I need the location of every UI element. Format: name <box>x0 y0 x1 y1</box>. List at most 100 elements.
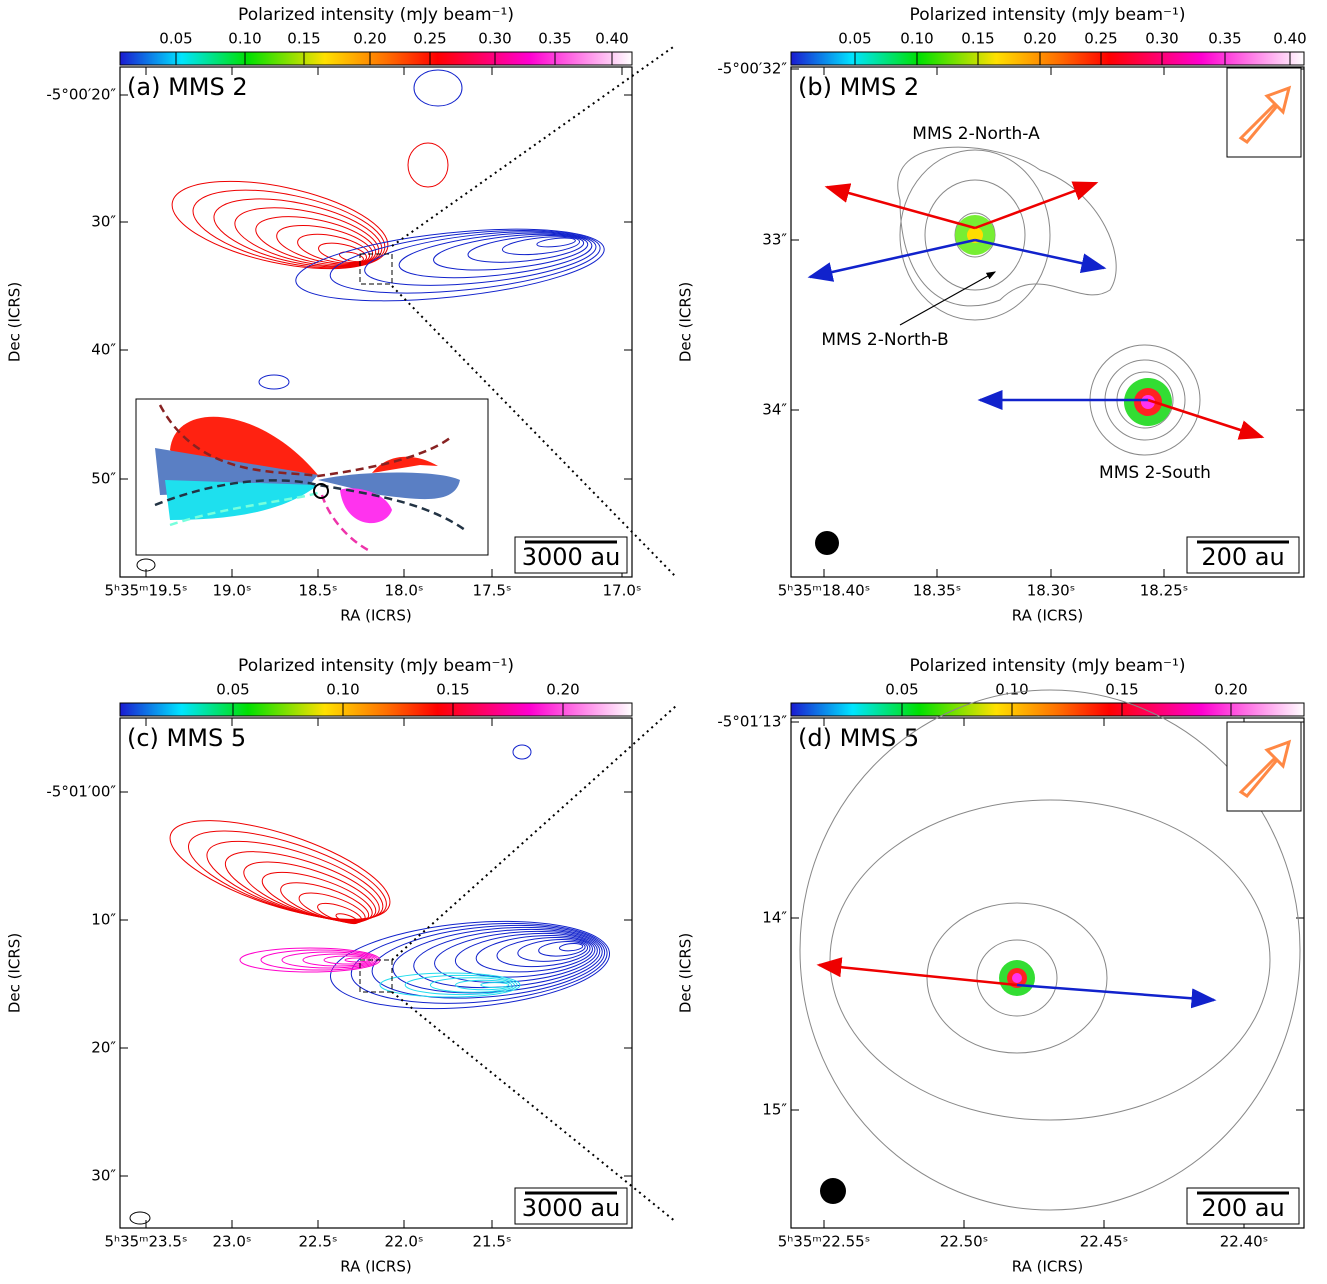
contour <box>350 922 608 1004</box>
colorbar-tick-label: 0.25 <box>1084 30 1117 48</box>
contour <box>501 236 581 256</box>
colorbar-title: Polarized intensity (mJy beam⁻¹) <box>910 656 1186 676</box>
contour <box>224 851 380 922</box>
contour <box>261 871 373 923</box>
contour <box>429 977 515 993</box>
axis-line <box>320 494 369 552</box>
x-tick-label: 22.50ˢ <box>940 1233 989 1251</box>
x-tick-label: 18.35ˢ <box>913 582 962 600</box>
x-tick-label: 5ʰ35ᵐ18.40ˢ <box>778 582 871 600</box>
annotation: MMS 2-South <box>1099 463 1211 483</box>
contour <box>433 233 589 271</box>
y-tick-label: 15″ <box>762 1101 787 1119</box>
colorbar-tick-label: 0.10 <box>900 30 933 48</box>
contour <box>364 231 597 286</box>
x-tick-label: 22.5ˢ <box>299 1233 338 1251</box>
colorbar-tick-label: 0.15 <box>287 30 320 48</box>
scale-bar-label: 200 au <box>1201 1194 1284 1222</box>
x-tick-label: 19.0ˢ <box>213 582 252 600</box>
x-axis-label: RA (ICRS) <box>340 1258 411 1276</box>
colorbar-title: Polarized intensity (mJy beam⁻¹) <box>238 5 514 25</box>
zoom-line <box>391 44 677 247</box>
contour <box>455 979 513 991</box>
colorbar-tick-label: 0.10 <box>326 681 359 699</box>
plot-frame <box>790 717 1305 1229</box>
y-tick-label: -5°01′00″ <box>46 783 116 801</box>
outflow <box>1016 983 1217 1009</box>
colorbar-tick-label: 0.20 <box>1023 30 1056 48</box>
x-tick-label: 5ʰ35ᵐ23.5ˢ <box>104 1233 187 1251</box>
annotation: MMS 2-North-B <box>821 330 948 350</box>
colorbar-tick-label: 0.05 <box>159 30 192 48</box>
contour <box>404 974 518 996</box>
colorbar-tick-label: 0.15 <box>1105 681 1138 699</box>
contour <box>258 374 290 390</box>
contour <box>297 233 371 264</box>
pol-region <box>1141 395 1155 409</box>
colorbar-tick-label: 0.10 <box>995 681 1028 699</box>
y-tick-label: 14″ <box>762 909 787 927</box>
colorbar <box>119 702 633 717</box>
y-tick-label: 30″ <box>91 213 116 231</box>
axis-line <box>169 490 321 527</box>
contour <box>538 941 586 957</box>
x-tick-label: 21.5ˢ <box>473 1233 512 1251</box>
contour <box>234 207 380 267</box>
outflow <box>1147 398 1265 440</box>
contour <box>213 198 383 268</box>
beam <box>136 558 156 572</box>
x-axis-label: RA (ICRS) <box>1012 607 1083 625</box>
contour <box>338 251 364 263</box>
contour <box>243 861 377 922</box>
contour <box>829 799 1271 1121</box>
colorbar-tick-label: 0.35 <box>538 30 571 48</box>
y-tick-label: 50″ <box>91 470 116 488</box>
contour <box>475 934 593 973</box>
colorbar <box>790 702 1305 717</box>
contour <box>899 149 1051 321</box>
panel-label: (c) MMS 5 <box>127 724 246 752</box>
colorbar-title: Polarized intensity (mJy beam⁻¹) <box>910 5 1186 25</box>
contour <box>512 744 532 760</box>
orientation-box <box>1226 67 1302 158</box>
panel-label: (b) MMS 2 <box>798 73 919 101</box>
orientation-arrow <box>1238 739 1292 798</box>
axis-line <box>158 404 451 478</box>
colorbar <box>790 51 1305 66</box>
contour <box>317 902 363 924</box>
outflow <box>824 183 976 230</box>
x-tick-label: 18.0ˢ <box>385 582 424 600</box>
contour <box>926 902 1108 1054</box>
plot-frame <box>119 717 633 1229</box>
scale-bar-label: 200 au <box>1201 543 1284 571</box>
y-tick-label: 20″ <box>91 1039 116 1057</box>
contour <box>517 939 589 962</box>
y-axis-label: Dec (ICRS) <box>6 933 24 1013</box>
contour <box>496 937 591 968</box>
x-tick-label: 22.40ˢ <box>1220 1233 1269 1251</box>
contour <box>379 972 521 998</box>
contour <box>276 224 374 265</box>
contour <box>398 232 593 279</box>
colorbar-tick-label: 0.20 <box>1214 681 1247 699</box>
x-axis-label: RA (ICRS) <box>340 607 411 625</box>
contour <box>169 820 391 920</box>
x-tick-label: 18.5ˢ <box>299 582 338 600</box>
contour <box>407 142 449 188</box>
colorbar-tick-label: 0.15 <box>436 681 469 699</box>
x-tick-label: 23.0ˢ <box>213 1233 252 1251</box>
colorbar-tick-label: 0.35 <box>1208 30 1241 48</box>
contour <box>371 924 606 999</box>
beam <box>815 531 839 555</box>
plot-frame <box>790 66 1305 578</box>
x-tick-label: 17.0ˢ <box>603 582 642 600</box>
contour <box>318 242 368 264</box>
outflow <box>974 181 1099 230</box>
x-tick-label: 17.5ˢ <box>473 582 512 600</box>
x-tick-label: 5ʰ35ᵐ19.5ˢ <box>104 582 187 600</box>
colorbar-tick-label: 0.10 <box>228 30 261 48</box>
outflow <box>816 957 1018 987</box>
contour <box>413 928 601 989</box>
y-axis-label: Dec (ICRS) <box>677 282 695 362</box>
x-tick-label: 18.30ˢ <box>1027 582 1076 600</box>
